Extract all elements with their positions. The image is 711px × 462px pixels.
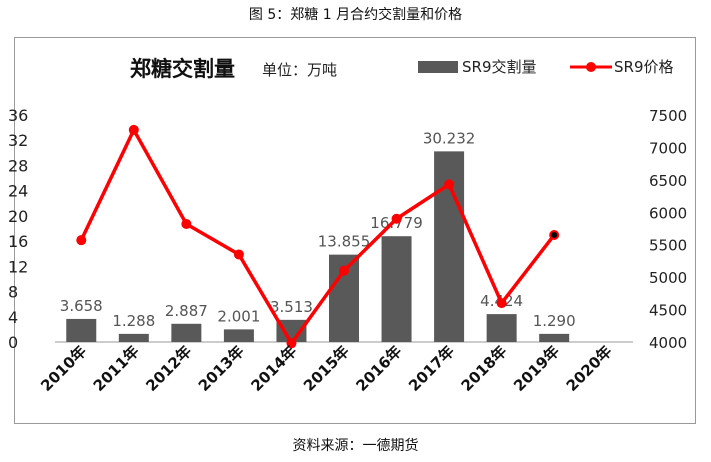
bar-data-label: 30.232 [423, 129, 476, 147]
x-tick-label: 2010年 [37, 342, 90, 395]
bar [486, 314, 517, 342]
bar [118, 333, 149, 342]
y-left-tick-label: 4 [8, 308, 18, 327]
price-line [79, 128, 556, 346]
price-point [76, 235, 87, 246]
legend-bar-label: SR9交割量 [462, 58, 537, 76]
bar-data-label: 3.658 [60, 297, 103, 315]
x-tick-label: 2018年 [458, 342, 511, 395]
y-right-tick-label: 4500 [649, 302, 687, 320]
source-note: 资料来源：一德期货 [292, 438, 419, 454]
y-left-tick-label: 12 [8, 257, 28, 276]
price-point [496, 298, 507, 309]
bar [66, 318, 97, 342]
bar [171, 323, 202, 342]
unit-note: 单位：万吨 [262, 61, 337, 79]
y-right-tick-label: 5000 [649, 269, 687, 287]
x-tick-label: 2011年 [90, 342, 143, 395]
y-right-tick-label: 7500 [649, 107, 687, 125]
y-left-tick-label: 0 [8, 333, 18, 352]
price-point [339, 265, 349, 276]
y-right-tick-label: 6500 [649, 172, 687, 190]
bar-data-label: 1.288 [112, 312, 155, 330]
price-point [128, 124, 139, 135]
y-left-tick-label: 28 [8, 156, 28, 175]
x-tick-label: 2020年 [563, 342, 616, 395]
bar [223, 329, 254, 342]
x-tick-label: 2013年 [195, 342, 248, 395]
bar [276, 319, 307, 342]
x-tick-label: 2015年 [300, 342, 353, 395]
bar-data-label: 3.513 [270, 298, 313, 316]
y-left-tick-label: 24 [8, 182, 28, 201]
legend-line-label: SR9价格 [614, 58, 674, 76]
bar-data-label: 2.001 [217, 307, 260, 325]
x-tick-label: 2014年 [247, 342, 300, 395]
chart-title: 郑糖交割量 [130, 57, 235, 81]
y-left-tick-label: 20 [8, 207, 28, 226]
y-right-tick-label: 6000 [649, 204, 687, 222]
price-point [391, 213, 402, 224]
x-tick-label: 2017年 [405, 342, 458, 395]
y-right-tick-label: 7000 [649, 139, 687, 157]
plot-area: 0 4 8 12 16 20 24 28 32 36 4000 4500 5000 5500 6000 650… [8, 106, 687, 395]
legend-bar-swatch [418, 61, 458, 73]
bar-data-label: 2.887 [165, 302, 208, 320]
bar [381, 236, 412, 342]
x-tick-label: 2012年 [142, 342, 195, 395]
bar-data-label: 13.855 [318, 233, 371, 251]
x-tick-label: 2019年 [510, 342, 563, 395]
legend-line-marker [586, 62, 596, 72]
figure-title: 图 5：郑糖 1 月合约交割量和价格 [248, 7, 463, 23]
y-left-tick-label: 8 [8, 283, 18, 302]
chart-frame [14, 37, 696, 424]
price-point [181, 218, 192, 229]
price-point [286, 338, 297, 349]
price-point-highlight [551, 231, 558, 238]
x-tick-label: 2016年 [353, 342, 406, 395]
bar-data-label: 1.290 [533, 312, 576, 330]
y-left-tick-label: 32 [8, 131, 28, 150]
y-left-tick-label: 36 [8, 106, 28, 125]
y-left-tick-label: 16 [8, 232, 28, 251]
price-point [233, 249, 244, 260]
y-right-tick-label: 4000 [649, 334, 687, 352]
bar [539, 333, 570, 342]
y-right-tick-label: 5500 [649, 237, 687, 255]
price-point [444, 179, 455, 190]
